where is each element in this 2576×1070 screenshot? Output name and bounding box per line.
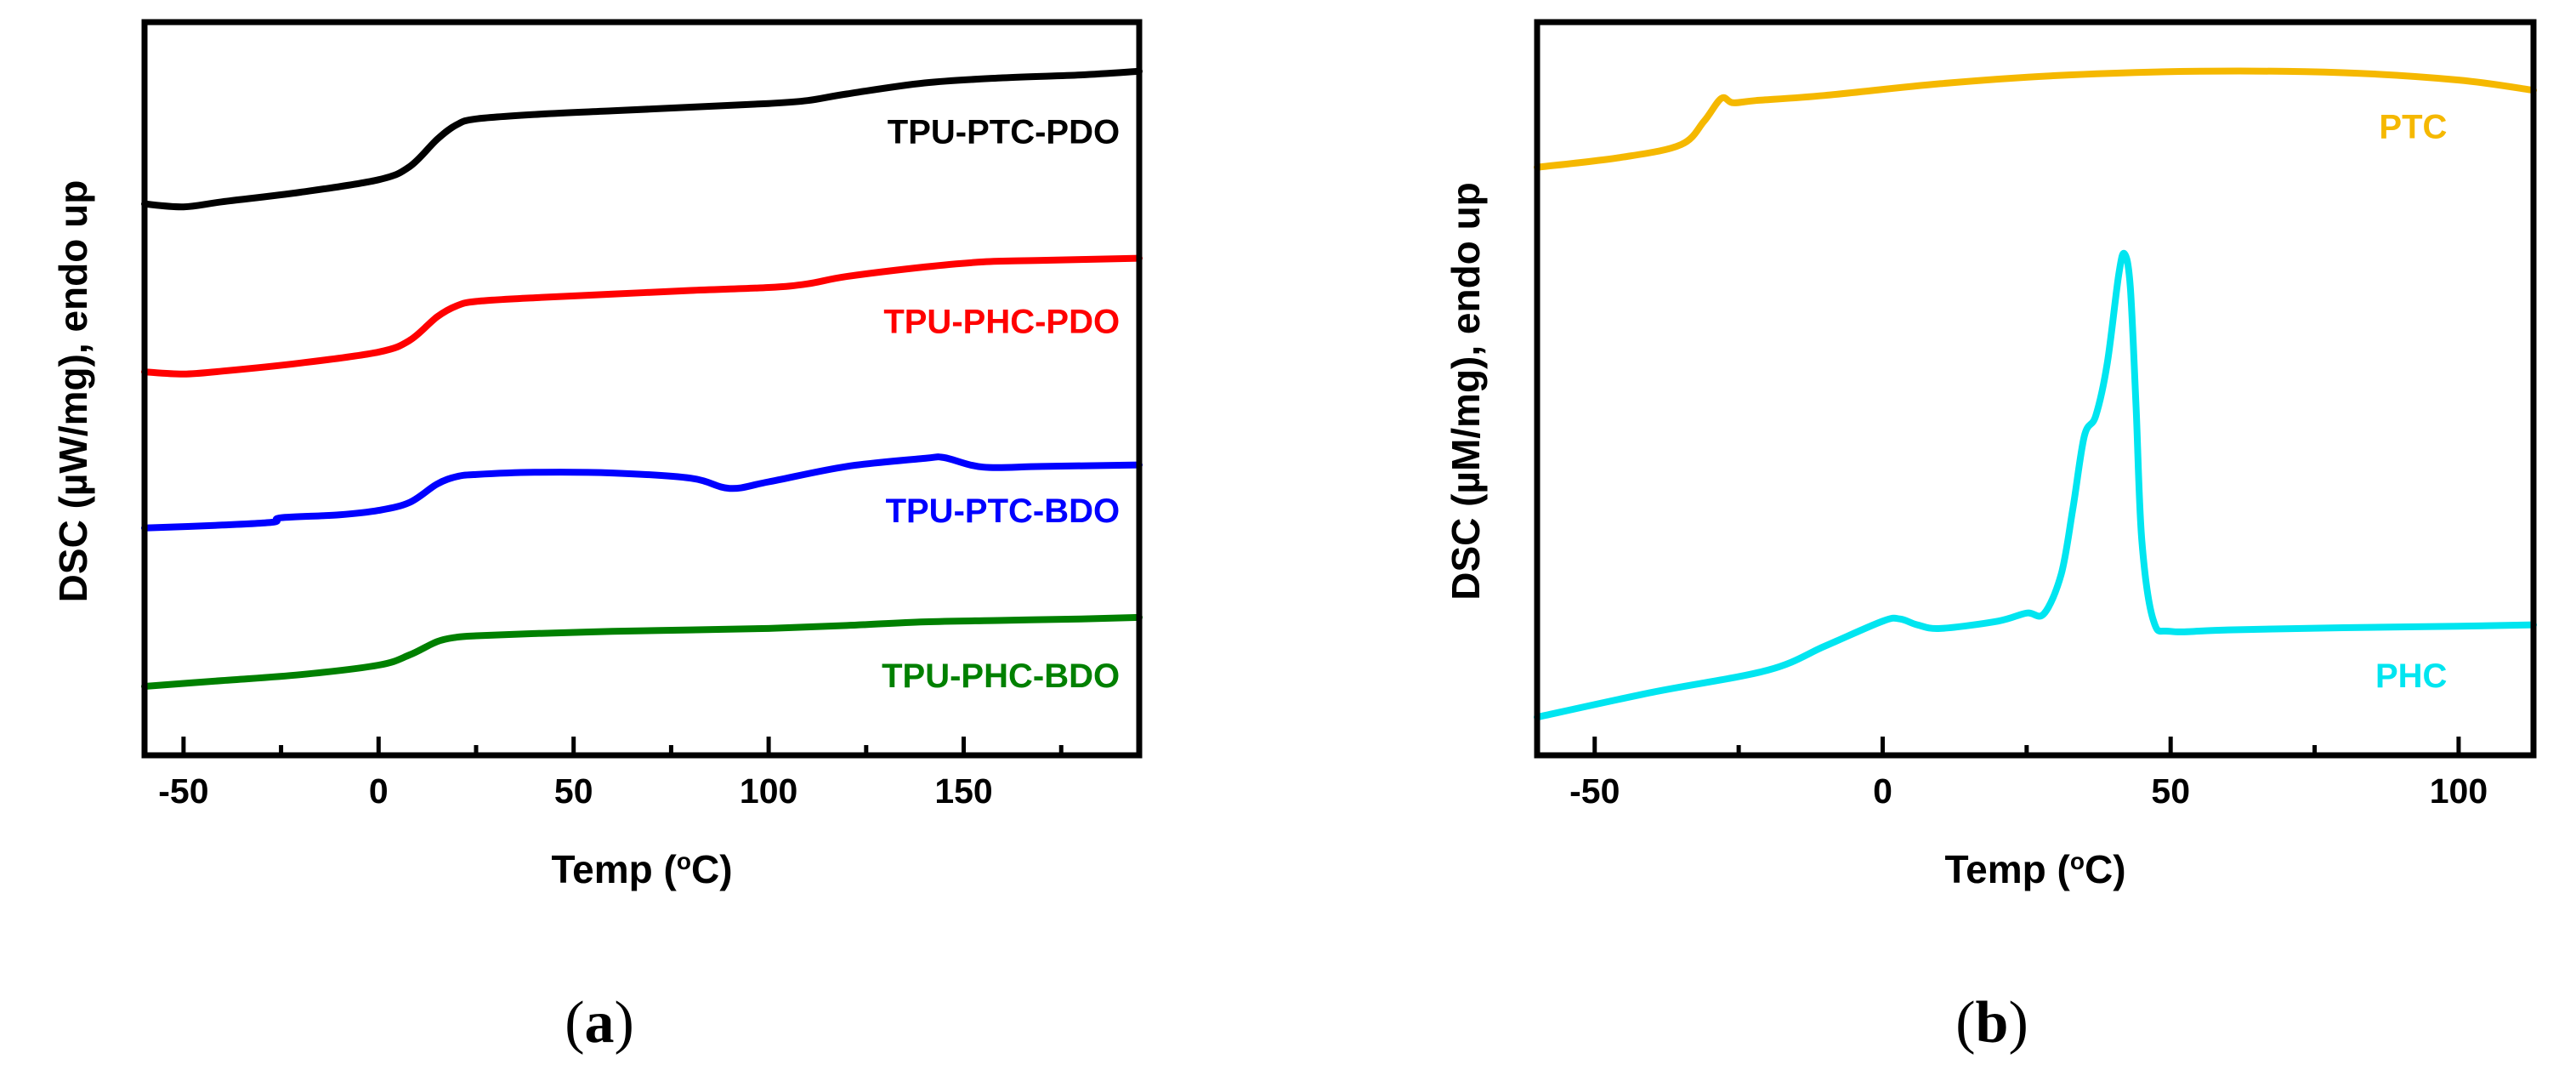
panel-b: -50 0 50 100 PTC PHC DSC (µM/mg), endo up Te… [1444,19,2537,1056]
panel-b-series-line-phc [1534,249,2537,721]
panel-a-caption: (a) [565,990,634,1056]
panel-a-x-ticks: -50 0 50 100 150 [158,737,1064,811]
panel-a-series [141,67,1143,690]
panel-b-series-label-phc: PHC [2375,657,2447,695]
panel-b-x-tick-label: -50 [1569,771,1620,811]
panel-a-series-line-tpu-phc-bdo [141,613,1143,690]
panel-a-series-line-tpu-phc-pdo [141,254,1143,378]
panel-b-series-labels: PTC PHC [2375,108,2447,695]
panel-a-x-tick-label: 150 [934,771,992,811]
panel-a-plot-frame [141,19,1143,759]
panel-a-x-tick-label: 0 [369,771,389,811]
panel-a-series-label-tpu-ptc-pdo: TPU-PTC-PDO [888,113,1120,151]
panel-b-series [1534,67,2537,721]
panel-b-caption: (b) [1955,990,2028,1056]
panel-a-series-line-tpu-ptc-pdo [141,67,1143,211]
panel-b-x-tick-label: 100 [2430,771,2488,811]
panel-a-series-label-tpu-phc-pdo: TPU-PHC-PDO [883,304,1120,341]
panel-a-y-axis-title: DSC (µW/mg), endo up [51,180,95,603]
panel-a-x-tick-label: 100 [740,771,797,811]
panel-b-x-axis-title: Temp (oC) [1944,847,2125,891]
panel-b-plot-frame [1534,19,2537,759]
panel-b-x-ticks: -50 0 50 100 [1569,737,2488,811]
panel-a-series-labels: TPU-PTC-PDO TPU-PHC-PDO TPU-PTC-BDO TPU-PHC… [882,113,1120,695]
panel-b-series-line-ptc [1534,67,2537,171]
panel-b-x-tick-label: 0 [1873,771,1892,811]
panel-a-series-label-tpu-phc-bdo: TPU-PHC-BDO [882,657,1120,695]
panel-b-x-tick-label: 50 [2151,771,2190,811]
panel-b-series-label-ptc: PTC [2379,108,2447,145]
panel-b-y-axis-title: DSC (µM/mg), endo up [1444,182,1488,600]
panel-a: -50 0 50 100 150 TPU-PTC-PDOTPU-PHC-PDOTPU-P… [51,19,1143,1056]
panel-a-series-line-tpu-ptc-bdo [141,453,1143,532]
panel-a-x-axis-title: Temp (oC) [551,847,732,891]
panel-a-series-label-tpu-ptc-bdo: TPU-PTC-BDO [886,492,1121,530]
panel-a-x-tick-label: -50 [158,771,208,811]
panel-a-x-tick-label: 50 [554,771,593,811]
